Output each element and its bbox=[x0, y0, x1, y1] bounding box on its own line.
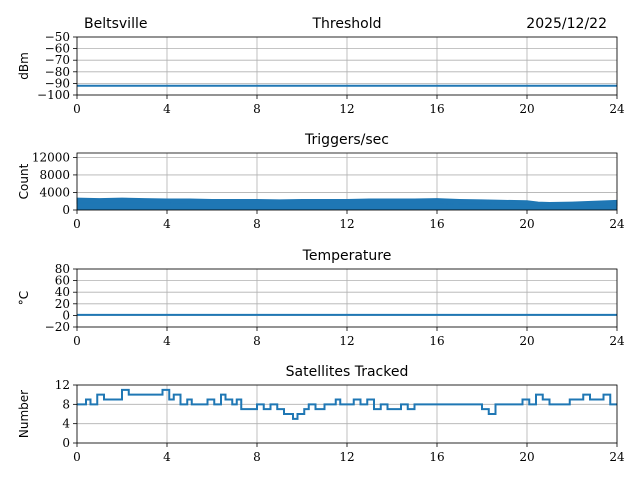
chart-4-ytick-label-0: 0 bbox=[62, 436, 70, 450]
chart-2-ylabel: Count bbox=[17, 163, 31, 199]
chart-3-xtick-label-4: 16 bbox=[429, 334, 444, 348]
chart-4-ytick-label-3: 12 bbox=[55, 378, 70, 392]
chart-2-ytick-label-1: 4000 bbox=[39, 185, 70, 199]
chart-3-ytick-label-3: 40 bbox=[55, 285, 70, 299]
chart-1-ylabel: dBm bbox=[17, 52, 31, 80]
chart-2-xtick-label-3: 12 bbox=[339, 217, 354, 231]
chart-4-ylabel: Number bbox=[17, 390, 31, 438]
chart-2-ytick-label-0: 0 bbox=[62, 203, 70, 217]
chart-1-title: Threshold bbox=[312, 16, 382, 32]
chart-1-ytick-label-0: −100 bbox=[37, 88, 70, 102]
chart-3-ytick-label-1: 0 bbox=[62, 308, 70, 322]
chart-1-xtick-label-6: 24 bbox=[609, 102, 625, 116]
chart-1-xtick-label-0: 0 bbox=[73, 102, 81, 116]
chart-1-xtick-label-1: 4 bbox=[163, 102, 171, 116]
chart-2-title: Triggers/sec bbox=[304, 132, 389, 148]
chart-4-xtick-label-1: 4 bbox=[163, 450, 171, 464]
chart-3-xtick-label-1: 4 bbox=[163, 334, 171, 348]
chart-4-ytick-label-2: 8 bbox=[62, 397, 70, 411]
chart-2-xtick-label-5: 20 bbox=[519, 217, 534, 231]
chart-1-ytick-label-5: −50 bbox=[45, 30, 70, 44]
chart-1-xtick-label-2: 8 bbox=[253, 102, 261, 116]
chart-3-ylabel: °C bbox=[17, 291, 31, 305]
chart-1-xtick-label-3: 12 bbox=[339, 102, 354, 116]
chart-4-xtick-label-3: 12 bbox=[339, 450, 354, 464]
chart-2-ytick-label-2: 8000 bbox=[39, 168, 70, 182]
chart-2-xtick-label-4: 16 bbox=[429, 217, 444, 231]
chart-3-ytick-label-2: 20 bbox=[55, 297, 70, 311]
chart-1-ytick-label-2: −80 bbox=[45, 65, 70, 79]
chart-1-panel: 0 4 8 12 16 20 24 −100−90−80−70−60−50 Threshold d… bbox=[17, 16, 625, 116]
chart-1-ytick-label-3: −70 bbox=[45, 53, 70, 67]
chart-2-panel: 0 4 8 12 16 20 24 0 4000 8000 12000 Triggers/sec Cou… bbox=[17, 132, 625, 231]
chart-4-series-line bbox=[77, 388, 617, 420]
chart-4-xtick-label-6: 24 bbox=[609, 450, 625, 464]
chart-4-xtick-label-0: 0 bbox=[73, 450, 81, 464]
chart-4-title: Satellites Tracked bbox=[286, 364, 409, 380]
chart-3-xtick-label-6: 24 bbox=[609, 334, 625, 348]
chart-3-xtick-label-2: 8 bbox=[253, 334, 261, 348]
chart-4-ytick-label-1: 4 bbox=[62, 417, 70, 431]
chart-2-xtick-label-0: 0 bbox=[73, 217, 81, 231]
chart-3-xtick-label-3: 12 bbox=[339, 334, 354, 348]
chart-3-xtick-label-0: 0 bbox=[73, 334, 81, 348]
chart-1-ytick-label-4: −60 bbox=[45, 42, 70, 56]
chart-4-panel: 0 4 8 12 16 20 24 0 4 8 12 Satellites Tracked Number bbox=[17, 364, 625, 464]
chart-3-ytick-label-0: −20 bbox=[45, 320, 70, 334]
station-label: Beltsville bbox=[84, 16, 147, 32]
chart-1-xtick-label-4: 16 bbox=[429, 102, 444, 116]
chart-4-xtick-label-4: 16 bbox=[429, 450, 444, 464]
chart-1-ytick-label-1: −90 bbox=[45, 76, 70, 90]
chart-2-xtick-label-6: 24 bbox=[609, 217, 625, 231]
date-label: 2025/12/22 bbox=[526, 16, 607, 32]
chart-2-ytick-label-3: 12000 bbox=[32, 150, 70, 164]
chart-2-xtick-label-2: 8 bbox=[253, 217, 261, 231]
chart-2-xtick-label-1: 4 bbox=[163, 217, 171, 231]
chart-3-ytick-label-5: 80 bbox=[55, 262, 70, 276]
chart-3-xtick-label-5: 20 bbox=[519, 334, 534, 348]
chart-3-ytick-label-4: 60 bbox=[55, 274, 70, 288]
chart-3-title: Temperature bbox=[302, 248, 392, 264]
chart-panels: 0 4 8 12 16 20 24 −100−90−80−70−60−50 Threshold d… bbox=[17, 16, 625, 464]
chart-4-xtick-label-2: 8 bbox=[253, 450, 261, 464]
chart-2-series-base bbox=[77, 203, 617, 210]
chart-4-xtick-label-5: 20 bbox=[519, 450, 534, 464]
chart-1-xtick-label-5: 20 bbox=[519, 102, 534, 116]
